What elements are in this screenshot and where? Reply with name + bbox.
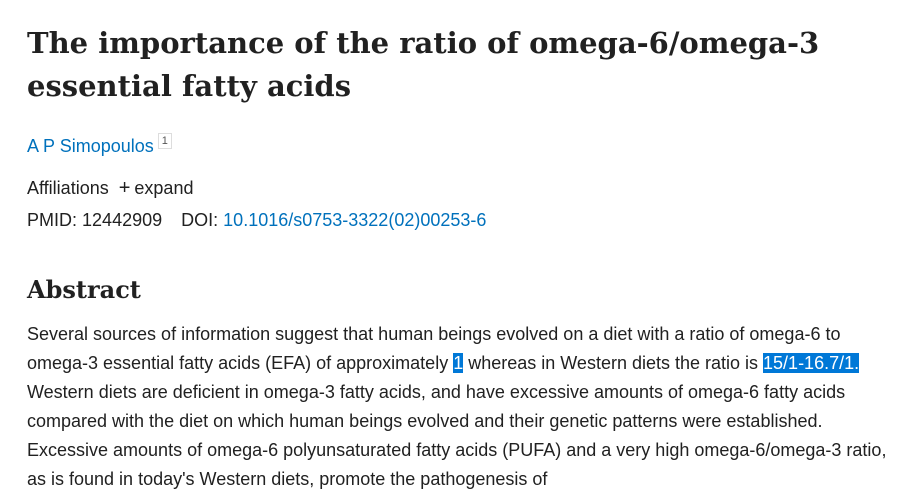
author-link[interactable]: A P Simopoulos bbox=[27, 136, 154, 156]
abstract-segment: Several sources of information suggest t… bbox=[27, 324, 841, 373]
affiliations-label: Affiliations bbox=[27, 178, 109, 198]
doi-label: DOI: bbox=[181, 210, 219, 230]
pmid: 12442909 bbox=[82, 210, 163, 230]
expand-icon[interactable]: + bbox=[118, 177, 131, 199]
abstract-segment: whereas in Western diets the ratio is bbox=[463, 353, 764, 373]
identifiers: PMID: 12442909 DOI: 10.1016/s0753-3322(0… bbox=[27, 208, 486, 232]
abstract-heading: Abstract bbox=[27, 275, 141, 304]
pmid-label: PMID: bbox=[27, 210, 78, 230]
affiliations-row: Affiliations + expand bbox=[27, 176, 193, 200]
doi-link[interactable]: 10.1016/s0753-3322(02)00253-6 bbox=[223, 210, 487, 230]
expand-button[interactable]: expand bbox=[134, 178, 194, 198]
affiliation-ref[interactable]: 1 bbox=[157, 133, 172, 149]
article-title: The importance of the ratio of omega-6/o… bbox=[27, 26, 820, 103]
abstract-text: Several sources of information suggest t… bbox=[27, 320, 897, 494]
selected-text: 1 bbox=[453, 353, 464, 373]
authors: A P Simopoulos 1 bbox=[27, 133, 172, 158]
selected-text: 15/1-16.7/1. bbox=[763, 353, 860, 373]
abstract-segment: Western diets are deficient in omega-3 f… bbox=[27, 382, 887, 489]
